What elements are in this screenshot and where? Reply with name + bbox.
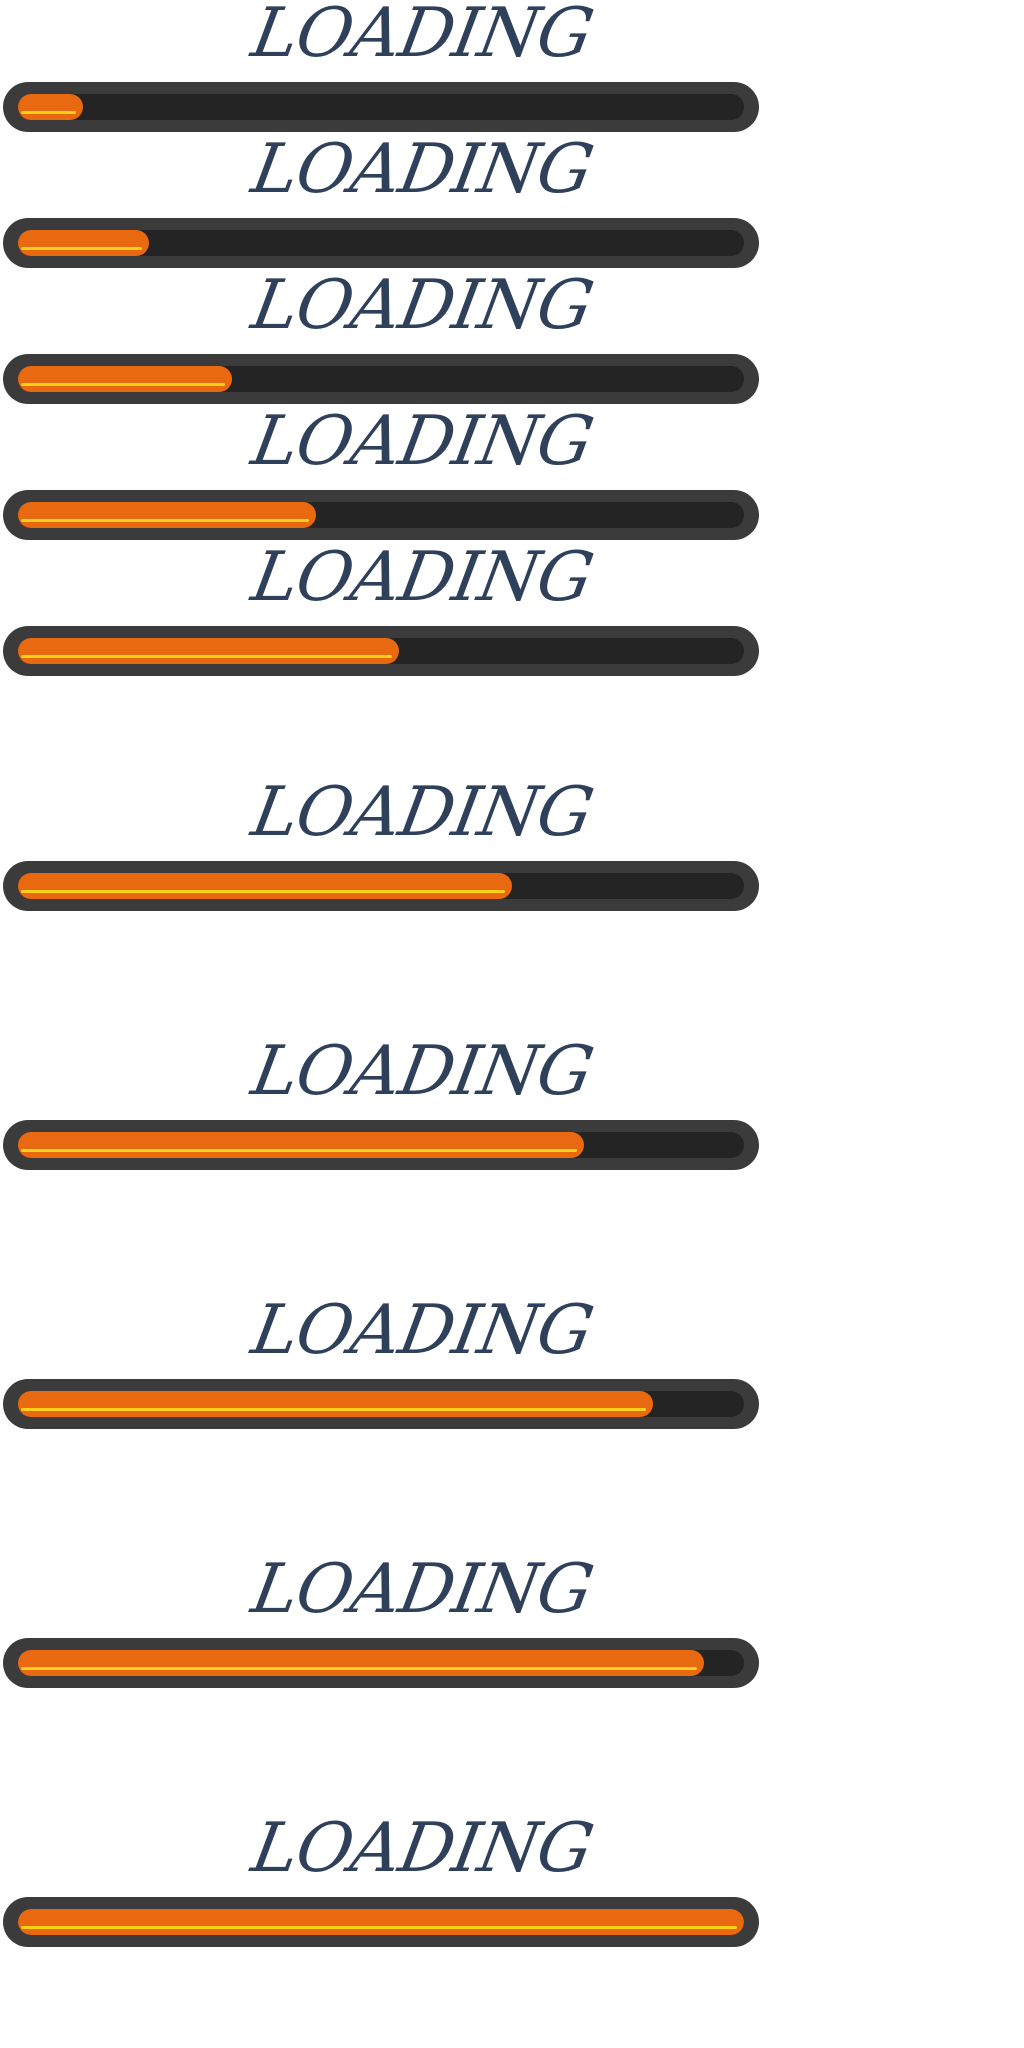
progress-track-inner: [18, 230, 744, 256]
progress-track: [3, 626, 759, 676]
loader-8: LOADING: [0, 1291, 1024, 1429]
progress-fill: [18, 502, 316, 528]
progress-track: [3, 490, 759, 540]
progress-track-inner: [18, 638, 744, 664]
loader-7: LOADING: [0, 1032, 1024, 1170]
progress-fill: [18, 94, 84, 120]
loader-2: LOADING: [0, 130, 1024, 268]
loader-6: LOADING: [0, 773, 1024, 911]
loading-label: LOADING: [246, 1291, 599, 1370]
loading-label: LOADING: [246, 1032, 599, 1111]
progress-fill: [18, 1391, 654, 1417]
progress-track-inner: [18, 873, 744, 899]
loading-label: LOADING: [246, 130, 599, 209]
progress-track-inner: [18, 94, 744, 120]
progress-track-inner: [18, 1909, 744, 1935]
progress-track-inner: [18, 1650, 744, 1676]
loading-label: LOADING: [246, 266, 599, 345]
progress-fill: [18, 1650, 705, 1676]
progress-fill: [18, 638, 400, 664]
progress-fill: [18, 1132, 585, 1158]
loading-label: LOADING: [246, 773, 599, 852]
progress-track-inner: [18, 1391, 744, 1417]
loader-9: LOADING: [0, 1550, 1024, 1688]
progress-track: [3, 861, 759, 911]
progress-track: [3, 1897, 759, 1947]
progress-track: [3, 1379, 759, 1429]
loading-label: LOADING: [246, 538, 599, 617]
loading-label: LOADING: [246, 0, 599, 73]
loading-label: LOADING: [246, 1550, 599, 1629]
loader-3: LOADING: [0, 266, 1024, 404]
progress-fill: [18, 873, 512, 899]
loader-1: LOADING: [0, 0, 1024, 132]
progress-fill: [18, 230, 149, 256]
progress-track: [3, 1638, 759, 1688]
loader-10: LOADING: [0, 1809, 1024, 1947]
progress-track: [3, 82, 759, 132]
progress-track-inner: [18, 502, 744, 528]
progress-fill: [18, 366, 233, 392]
progress-track: [3, 218, 759, 268]
loading-label: LOADING: [246, 1809, 599, 1888]
progress-track-inner: [18, 1132, 744, 1158]
progress-track-inner: [18, 366, 744, 392]
loading-label: LOADING: [246, 402, 599, 481]
progress-track: [3, 354, 759, 404]
loader-5: LOADING: [0, 538, 1024, 676]
loader-4: LOADING: [0, 402, 1024, 540]
progress-fill: [18, 1909, 744, 1935]
progress-track: [3, 1120, 759, 1170]
